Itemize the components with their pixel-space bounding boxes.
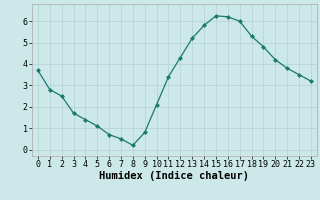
X-axis label: Humidex (Indice chaleur): Humidex (Indice chaleur) xyxy=(100,171,249,181)
